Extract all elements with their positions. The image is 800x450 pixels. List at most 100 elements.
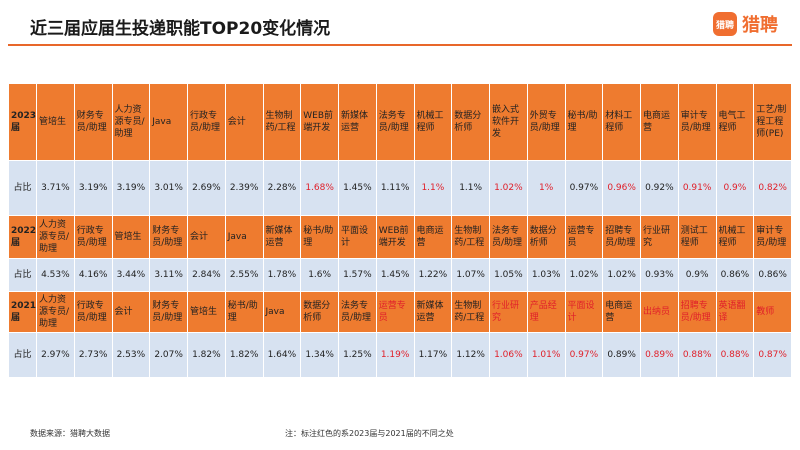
share-value-cell: 1.07% xyxy=(451,258,490,292)
job-name-cell: 平面设计 xyxy=(564,291,604,333)
share-value-cell: 1.82% xyxy=(224,332,264,378)
job-name-cell: 材料工程师 xyxy=(602,83,641,161)
share-value-cell: 3.19% xyxy=(73,160,113,216)
job-name-cell: Java xyxy=(224,215,264,259)
job-name-cell: Java xyxy=(262,291,302,333)
data-source-note: 数据来源：猎聘大数据 xyxy=(30,429,110,438)
job-name-cell: 测试工程师 xyxy=(677,215,717,259)
job-name-cell: 新媒体运营 xyxy=(413,291,453,333)
share-value-cell: 3.71% xyxy=(36,160,75,216)
logo-icon: 猎聘 xyxy=(713,12,737,36)
share-value-cell: 3.44% xyxy=(111,258,151,292)
job-name-cell: 人力资源专员/助理 xyxy=(36,215,75,259)
job-row-2022: 2022届 人力资源专员/助理 行政专员/助理 管培生 财务专员/助理 会计 Java 新媒体… xyxy=(8,215,792,259)
job-name-cell: 机械工程师 xyxy=(413,83,453,161)
share-value-cell: 1.12% xyxy=(451,332,490,378)
share-value-cell: 1.05% xyxy=(489,258,528,292)
share-value-cell: 2.55% xyxy=(224,258,264,292)
job-name-cell: 新媒体运营 xyxy=(262,215,302,259)
job-name-cell: 秘书/助理 xyxy=(300,215,339,259)
share-value-cell: 0.89% xyxy=(602,332,641,378)
share-value-cell: 0.89% xyxy=(640,332,679,378)
share-value-cell: 1.34% xyxy=(300,332,339,378)
job-name-cell: 法务专员/助理 xyxy=(338,291,377,333)
job-name-cell: 数据分析师 xyxy=(300,291,339,333)
share-value-cell: 1.64% xyxy=(262,332,302,378)
share-label-cell: 占比 xyxy=(8,258,37,292)
share-value-cell: 4.53% xyxy=(36,258,75,292)
share-value-cell: 0.96% xyxy=(602,160,641,216)
share-value-cell: 3.19% xyxy=(111,160,151,216)
job-name-cell: 法务专员/助理 xyxy=(375,83,415,161)
share-value-cell: 2.39% xyxy=(224,160,264,216)
job-name-cell: 行业研究 xyxy=(489,291,528,333)
job-name-cell: Java xyxy=(149,83,188,161)
share-value-cell: 4.16% xyxy=(73,258,113,292)
job-name-cell: 外贸专员/助理 xyxy=(526,83,566,161)
job-name-cell: WEB前端开发 xyxy=(300,83,339,161)
job-name-cell: 电气工程师 xyxy=(715,83,755,161)
share-value-cell: 1.01% xyxy=(526,332,566,378)
share-value-cell: 1.68% xyxy=(300,160,339,216)
job-name-cell: 人力资源专员/助理 xyxy=(111,83,151,161)
job-name-cell: 运营专员 xyxy=(564,215,604,259)
job-name-cell: 新媒体运营 xyxy=(338,83,377,161)
share-value-cell: 0.86% xyxy=(715,258,755,292)
share-value-cell: 0.91% xyxy=(677,160,717,216)
job-row-2023: 2023届 管培生 财务专员/助理 人力资源专员/助理 Java 行政专员/助理 会计 生物制… xyxy=(8,83,792,161)
share-value-cell: 1.82% xyxy=(187,332,226,378)
job-name-cell: 会计 xyxy=(224,83,264,161)
share-value-cell: 1.57% xyxy=(338,258,377,292)
share-value-cell: 0.9% xyxy=(715,160,755,216)
job-name-cell: 电商运营 xyxy=(413,215,453,259)
share-row-2021: 占比 2.97% 2.73% 2.53% 2.07% 1.82% 1.82% 1.64% 1.3… xyxy=(8,332,792,378)
job-name-cell: 招聘专员/助理 xyxy=(677,291,717,333)
share-value-cell: 1.78% xyxy=(262,258,302,292)
share-value-cell: 1.6% xyxy=(300,258,339,292)
share-value-cell: 2.07% xyxy=(149,332,188,378)
share-label-cell: 占比 xyxy=(8,332,37,378)
share-value-cell: 3.01% xyxy=(149,160,188,216)
share-value-cell: 1.11% xyxy=(375,160,415,216)
job-name-cell: 数据分析师 xyxy=(451,83,490,161)
job-name-cell: 行业研究 xyxy=(640,215,679,259)
job-name-cell: 嵌入式软件开发 xyxy=(489,83,528,161)
red-mark-note: 注：标注红色的系2023届与2021届的不同之处 xyxy=(285,429,454,438)
logo-text: 猎聘 xyxy=(742,15,778,36)
year-cell: 2023届 xyxy=(8,83,37,161)
share-value-cell: 2.73% xyxy=(73,332,113,378)
job-name-cell: 行政专员/助理 xyxy=(73,291,113,333)
job-name-cell: 产品经理 xyxy=(526,291,566,333)
share-value-cell: 0.87% xyxy=(753,332,792,378)
job-name-cell: 秘书/助理 xyxy=(564,83,604,161)
job-name-cell: WEB前端开发 xyxy=(375,215,415,259)
job-name-cell: 运营专员 xyxy=(375,291,415,333)
share-value-cell: 0.97% xyxy=(564,160,604,216)
job-name-cell: 财务专员/助理 xyxy=(149,291,188,333)
top20-table: 2023届 管培生 财务专员/助理 人力资源专员/助理 Java 行政专员/助理 会计 生物制… xyxy=(8,83,792,378)
job-name-cell: 生物制药/工程 xyxy=(451,215,490,259)
job-name-cell: 教师 xyxy=(753,291,792,333)
job-name-cell: 数据分析师 xyxy=(526,215,566,259)
job-name-cell: 电商运营 xyxy=(602,291,641,333)
liepin-logo: 猎聘 猎聘 xyxy=(713,11,778,37)
job-name-cell: 电商运营 xyxy=(640,83,679,161)
share-value-cell: 0.9% xyxy=(677,258,717,292)
share-value-cell: 1.02% xyxy=(602,258,641,292)
share-value-cell: 0.88% xyxy=(715,332,755,378)
share-value-cell: 0.93% xyxy=(640,258,679,292)
job-name-cell: 财务专员/助理 xyxy=(149,215,188,259)
share-value-cell: 0.88% xyxy=(677,332,717,378)
year-cell: 2022届 xyxy=(8,215,37,259)
job-name-cell: 管培生 xyxy=(111,215,151,259)
share-value-cell: 2.97% xyxy=(36,332,75,378)
share-value-cell: 0.86% xyxy=(753,258,792,292)
share-value-cell: 1.19% xyxy=(375,332,415,378)
share-value-cell: 1.45% xyxy=(375,258,415,292)
job-name-cell: 会计 xyxy=(111,291,151,333)
share-value-cell: 0.82% xyxy=(753,160,792,216)
job-name-cell: 审计专员/助理 xyxy=(677,83,717,161)
share-value-cell: 1.22% xyxy=(413,258,453,292)
job-name-cell: 机械工程师 xyxy=(715,215,755,259)
job-name-cell: 生物制药/工程 xyxy=(262,83,302,161)
